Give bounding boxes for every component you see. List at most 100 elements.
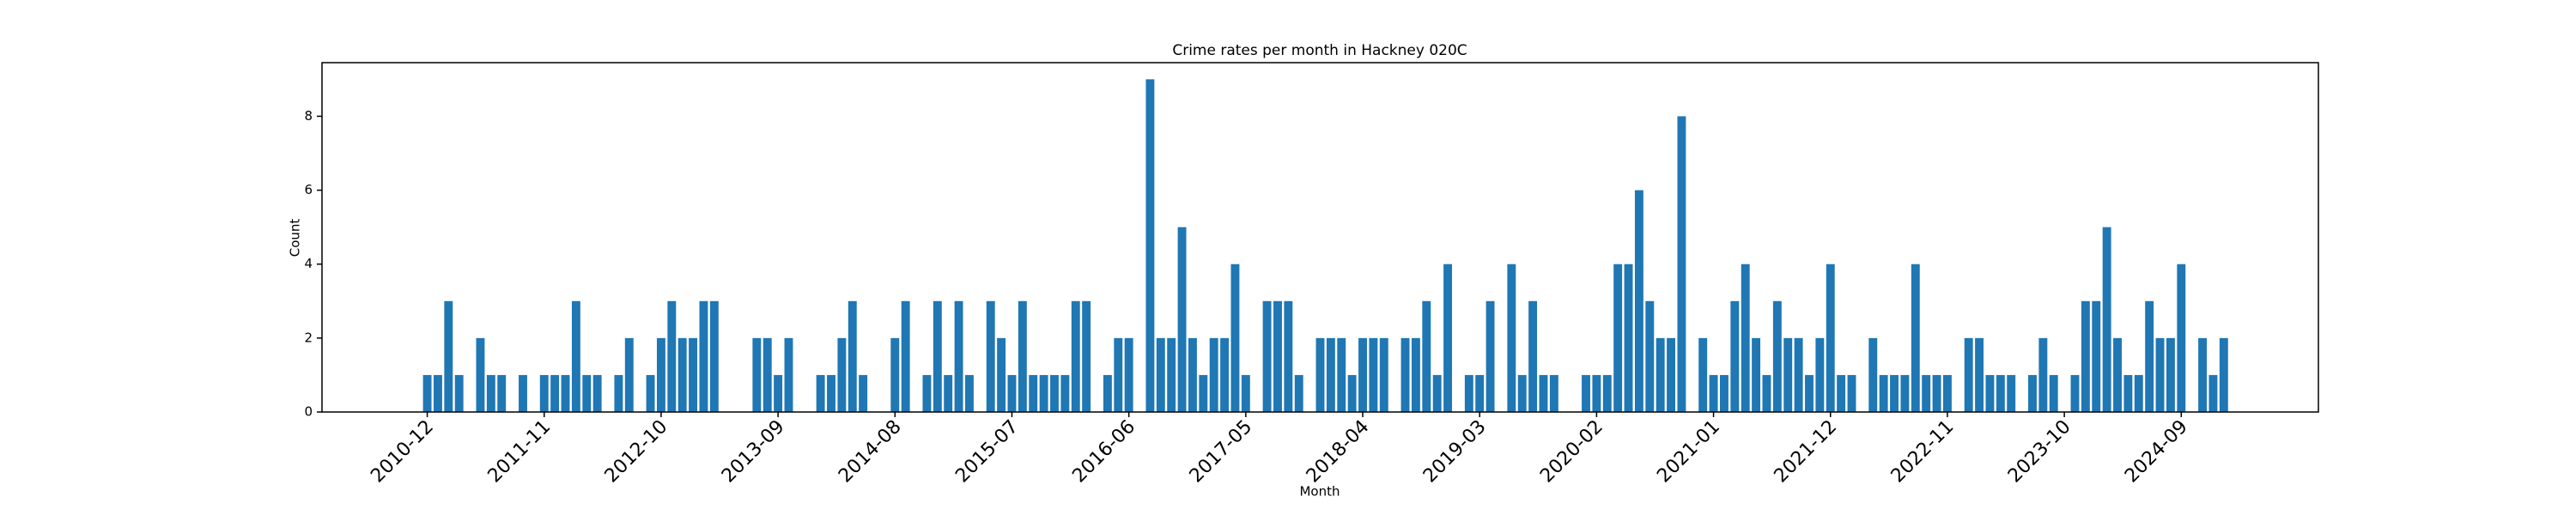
- x-tick-label: 2015-07: [951, 416, 1023, 488]
- bar: [2219, 337, 2228, 412]
- bar: [1752, 337, 1761, 412]
- bar: [561, 374, 570, 412]
- bar: [433, 374, 442, 412]
- bar: [1847, 374, 1856, 412]
- bar: [1677, 116, 1686, 412]
- bar: [550, 374, 560, 412]
- bar: [1730, 300, 1740, 412]
- bar: [2113, 337, 2122, 412]
- bar: [1996, 374, 2005, 412]
- bar: [784, 337, 793, 412]
- bar: [1868, 337, 1878, 412]
- bar: [2049, 374, 2058, 412]
- bar: [1517, 374, 1527, 412]
- bar: [582, 374, 592, 412]
- bar: [1209, 337, 1218, 412]
- bar: [1528, 300, 1538, 412]
- bar: [1358, 337, 1367, 412]
- bar: [1507, 264, 1516, 412]
- bar: [2145, 300, 2154, 412]
- y-tick-label: 2: [304, 330, 313, 345]
- bar: [1199, 374, 1208, 412]
- bar: [1273, 300, 1282, 412]
- bar: [454, 374, 464, 412]
- bar: [1082, 300, 1091, 412]
- bar: [1060, 374, 1070, 412]
- x-tick-label: 2023-10: [2004, 416, 2075, 488]
- bar: [986, 300, 995, 412]
- bar: [1964, 337, 1973, 412]
- bar: [2038, 337, 2048, 412]
- x-tick-label: 2019-03: [1419, 416, 1491, 488]
- x-tick-label: 2010-12: [367, 416, 438, 488]
- bar: [2198, 337, 2208, 412]
- x-tick-label: 2021-12: [1771, 416, 1842, 488]
- bar: [689, 337, 698, 412]
- bar: [476, 337, 485, 412]
- bar: [901, 300, 910, 412]
- bar: [1815, 337, 1825, 412]
- x-tick-label: 2018-04: [1303, 416, 1374, 488]
- bar: [1230, 264, 1240, 412]
- bar: [1709, 374, 1718, 412]
- bar: [1794, 337, 1803, 412]
- bar: [2208, 374, 2218, 412]
- bar: [1741, 264, 1750, 412]
- bar: [752, 337, 762, 412]
- bar: [965, 374, 974, 412]
- bar: [1326, 337, 1335, 412]
- bar: [1464, 374, 1473, 412]
- bar: [614, 374, 623, 412]
- x-tick-label: 2016-06: [1068, 416, 1139, 488]
- bar: [954, 300, 963, 412]
- x-tick-label: 2012-10: [601, 416, 672, 488]
- bar: [1039, 374, 1048, 412]
- bar: [1050, 374, 1059, 412]
- bar: [1634, 190, 1643, 413]
- y-tick-label: 8: [304, 108, 313, 124]
- x-tick-label: 2021-01: [1653, 416, 1724, 488]
- bar: [1422, 300, 1431, 412]
- bar: [1582, 374, 1590, 412]
- bar: [1772, 300, 1782, 412]
- bar: [1103, 374, 1112, 412]
- bar: [2166, 337, 2175, 412]
- bar: [1624, 264, 1633, 412]
- bar: [1411, 337, 1420, 412]
- bar: [2155, 337, 2165, 412]
- y-axis-label: Count: [288, 219, 303, 258]
- bar: [1900, 374, 1910, 412]
- bar: [1602, 374, 1612, 412]
- bar: [1656, 337, 1665, 412]
- bar: [1719, 374, 1728, 412]
- bar: [1315, 337, 1325, 412]
- bar: [1220, 337, 1230, 412]
- bar: [2070, 374, 2080, 412]
- bar: [677, 337, 687, 412]
- bar: [944, 374, 953, 412]
- bar: [1879, 374, 1888, 412]
- bar: [1379, 337, 1388, 412]
- bar: [1337, 337, 1346, 412]
- bar: [2092, 300, 2101, 412]
- bar: [848, 300, 857, 412]
- bar: [1071, 300, 1080, 412]
- y-tick-label: 4: [304, 256, 313, 271]
- bar: [656, 337, 665, 412]
- bar: [1347, 374, 1357, 412]
- bar: [1613, 264, 1623, 412]
- bar: [1432, 374, 1442, 412]
- bar: [486, 374, 495, 412]
- bar: [1911, 264, 1920, 412]
- bar: [1826, 264, 1835, 412]
- bar: [1029, 374, 1038, 412]
- bar: [1942, 374, 1952, 412]
- bar: [1114, 337, 1123, 412]
- bar: [624, 337, 634, 412]
- x-axis-label: Month: [1299, 484, 1340, 500]
- bar: [922, 374, 932, 412]
- bar: [1667, 337, 1675, 412]
- bar: [1539, 374, 1548, 412]
- bar: [2123, 374, 2133, 412]
